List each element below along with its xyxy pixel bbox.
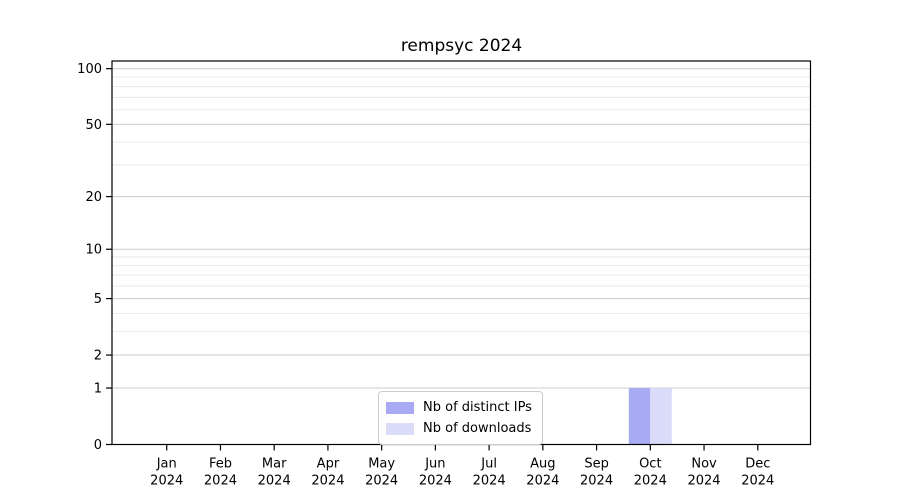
x-tick-label-year: 2024 — [580, 474, 613, 489]
legend-label-downloads: Nb of downloads — [423, 421, 532, 436]
legend-label-distinct-ips: Nb of distinct IPs — [423, 400, 532, 415]
legend-swatch-downloads-icon — [386, 422, 414, 435]
x-tick-label-year: 2024 — [150, 474, 183, 489]
bar-oct-distinct-ips — [628, 388, 651, 445]
x-tick-label-year: 2024 — [258, 474, 291, 489]
x-tick-label-month: Jan — [156, 457, 177, 472]
x-tick-label-year: 2024 — [419, 474, 452, 489]
x-tick-label-year: 2024 — [473, 474, 506, 489]
x-tick-label-month: Mar — [262, 457, 287, 472]
x-tick-label-month: Jun — [424, 457, 445, 472]
y-tick-label: 5 — [94, 292, 102, 307]
legend: Nb of distinct IPs Nb of downloads — [378, 391, 543, 445]
y-tick-label: 10 — [85, 243, 102, 258]
y-tick-label: 1 — [94, 382, 102, 397]
y-tick-label: 0 — [94, 438, 102, 453]
legend-item-downloads: Nb of downloads — [386, 418, 532, 439]
x-tick-label-month: Feb — [209, 457, 232, 472]
x-tick-label-year: 2024 — [365, 474, 398, 489]
x-tick-label-month: Apr — [317, 457, 340, 472]
x-tick-label-year: 2024 — [204, 474, 237, 489]
legend-swatch-distinct-ips-icon — [386, 401, 414, 414]
x-tick-label-year: 2024 — [526, 474, 559, 489]
y-tick-label: 20 — [85, 190, 102, 205]
bar-oct-downloads — [650, 388, 672, 445]
x-tick-label-year: 2024 — [311, 474, 344, 489]
chart-title: rempsyc 2024 — [400, 36, 523, 56]
x-tick-label-month: Oct — [639, 457, 661, 472]
x-tick-label-month: Sep — [584, 457, 609, 472]
plot-border — [111, 60, 812, 446]
x-tick-label-month: Nov — [691, 457, 717, 472]
x-tick-label-month: Aug — [530, 457, 555, 472]
legend-item-distinct-ips: Nb of distinct IPs — [386, 397, 532, 418]
x-tick-label-month: May — [368, 457, 395, 472]
y-tick-label: 50 — [85, 118, 102, 133]
x-tick-label-year: 2024 — [634, 474, 667, 489]
x-tick-label-month: Dec — [745, 457, 770, 472]
x-tick-label-month: Jul — [480, 457, 497, 472]
y-tick-label: 2 — [94, 349, 102, 364]
x-tick-label-year: 2024 — [741, 474, 774, 489]
y-tick-label: 100 — [77, 62, 102, 77]
x-tick-label-year: 2024 — [687, 474, 720, 489]
